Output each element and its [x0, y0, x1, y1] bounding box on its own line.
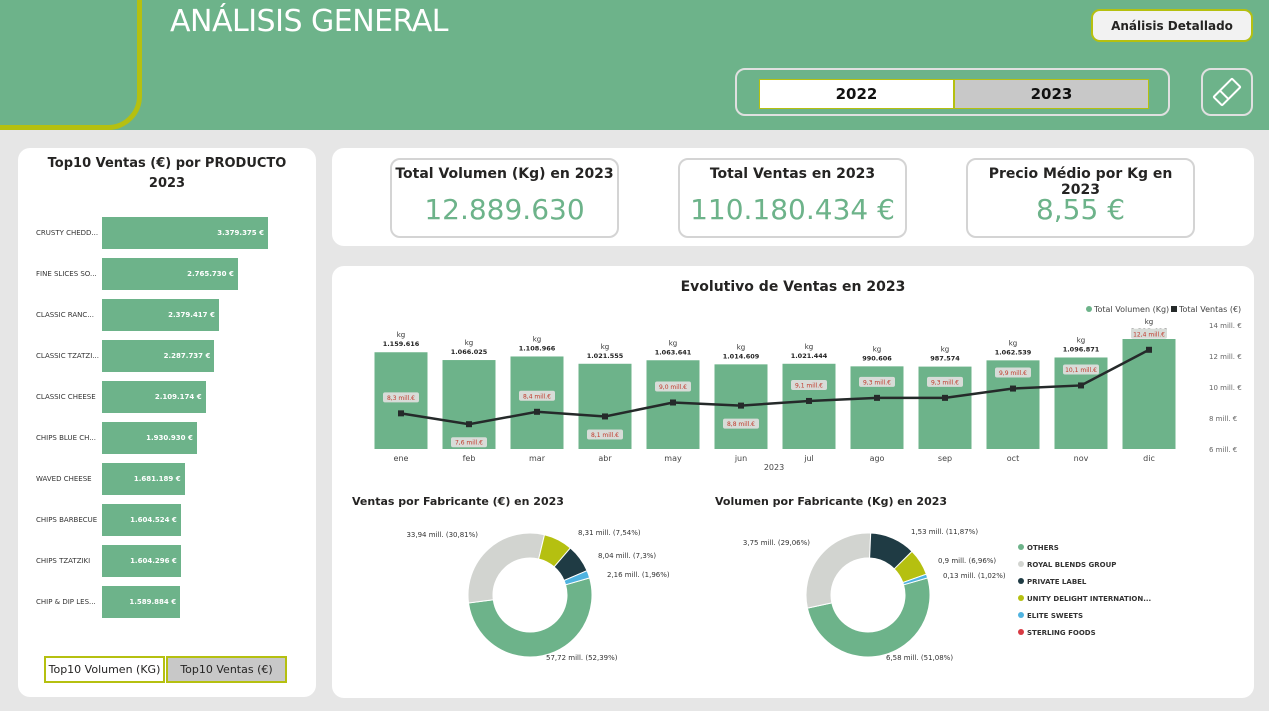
- top10-title: Top10 Ventas (€) por PRODUCTO 2023: [18, 154, 316, 194]
- product-value-label: 1.589.884 €: [129, 598, 177, 606]
- volume-by-manufacturer-title: Volumen por Fabricante (Kg) en 2023: [715, 495, 948, 508]
- kpi-total-volume-card: Total Volumen (Kg) en 2023 12.889.630: [390, 158, 619, 238]
- product-value-label: 1.604.524 €: [130, 516, 177, 524]
- eraser-icon: [1212, 77, 1242, 107]
- year-2022-button[interactable]: 2022: [759, 79, 954, 109]
- detailed-analysis-button[interactable]: Análisis Detallado: [1091, 9, 1253, 42]
- logo-frame: [0, 0, 142, 130]
- year-slicer: 2022 2023: [735, 68, 1170, 116]
- product-bar[interactable]: [102, 217, 268, 249]
- product-value-label: 2.379.417 €: [168, 311, 215, 319]
- charts-panel: [332, 266, 1254, 698]
- top10-title-text: Top10 Ventas (€) por PRODUCTO 2023: [47, 156, 287, 191]
- product-value-label: 1.604.296 €: [130, 557, 177, 565]
- kpi-value: 8,55 €: [1035, 193, 1126, 226]
- kpi-total-sales-card: Total Ventas en 2023 110.180.434 €: [678, 158, 907, 238]
- kpi-value: 12.889.630: [424, 193, 585, 226]
- kpi-label: Total Ventas en 2023: [709, 166, 876, 182]
- product-value-label: 3.379.375 €: [217, 229, 264, 237]
- product-value-label: 1.681.189 €: [133, 475, 181, 483]
- page-title: ANÁLISIS GENERAL: [170, 4, 448, 39]
- kpi-label: Total Volumen (Kg) en 2023: [395, 166, 614, 182]
- year-2023-button[interactable]: 2023: [954, 79, 1149, 109]
- product-bar[interactable]: [102, 258, 238, 290]
- product-value-label: 2.109.174 €: [154, 393, 202, 401]
- product-bar[interactable]: [102, 463, 185, 495]
- evolution-chart-title: Evolutivo de Ventas en 2023: [680, 279, 906, 295]
- product-bar[interactable]: [102, 504, 181, 536]
- product-bar[interactable]: [102, 586, 181, 618]
- product-bar[interactable]: [102, 381, 206, 413]
- top10-sales-toggle[interactable]: Top10 Ventas (€): [166, 656, 287, 683]
- header-bar: ANÁLISIS GENERAL Análisis Detallado 2022…: [0, 0, 1269, 130]
- product-bar[interactable]: [102, 340, 215, 372]
- product-value-label: 1.930.930 €: [146, 434, 193, 442]
- product-value-label: 2.287.737 €: [163, 352, 211, 360]
- product-bar[interactable]: [102, 545, 181, 577]
- kpi-label: Precio Médio por Kg en 2023: [988, 166, 1173, 198]
- product-bar[interactable]: [102, 299, 219, 331]
- top10-volume-toggle[interactable]: Top10 Volumen (KG): [44, 656, 165, 683]
- product-bar[interactable]: [102, 422, 197, 454]
- kpi-value: 110.180.434 €: [690, 193, 895, 226]
- clear-filters-button[interactable]: [1201, 68, 1253, 116]
- sales-by-manufacturer-title: Ventas por Fabricante (€) en 2023: [352, 495, 564, 508]
- product-value-label: 2.765.730 €: [187, 270, 234, 278]
- kpi-avg-price-card: Precio Médio por Kg en 2023 8,55 €: [966, 158, 1195, 238]
